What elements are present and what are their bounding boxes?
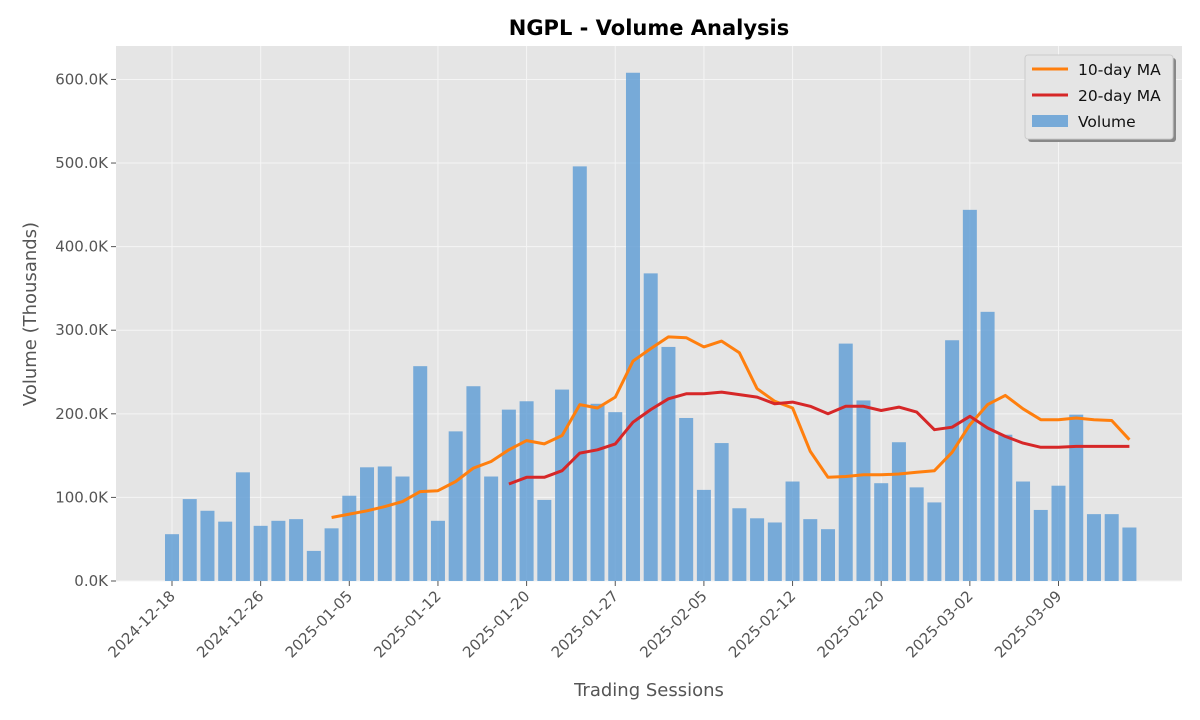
legend-ma20-label: 20-day MA	[1078, 87, 1161, 105]
volume-bar	[590, 403, 605, 581]
y-tick-label: 600.0K	[55, 70, 109, 88]
volume-bar	[803, 519, 818, 581]
y-tick-label: 400.0K	[55, 238, 109, 256]
volume-bar	[714, 443, 729, 581]
volume-bar	[785, 481, 800, 581]
volume-bar	[200, 510, 215, 581]
volume-bar	[998, 434, 1013, 581]
volume-bar	[360, 467, 375, 581]
x-tick-label: 2024-12-18	[104, 587, 178, 661]
volume-bar	[413, 366, 428, 581]
volume-bar	[1104, 514, 1119, 581]
volume-bar	[537, 499, 552, 581]
ma10-line	[331, 335, 1131, 519]
x-tick-label: 2025-01-20	[459, 587, 533, 661]
volume-bar	[1016, 481, 1031, 581]
volume-bar	[555, 389, 570, 581]
volume-bar	[962, 209, 977, 581]
y-axis-ticks: 0.0K 100.0K 200.0K 300.0K 400.0K 500.0K 600.0K	[55, 70, 116, 590]
x-tick-label: 2025-03-02	[902, 587, 976, 661]
legend-volume-swatch	[1032, 115, 1068, 127]
y-tick-label: 200.0K	[55, 405, 109, 423]
volume-bars	[165, 72, 1137, 581]
volume-bar	[909, 487, 924, 581]
volume-bar	[501, 409, 516, 581]
x-axis-ticks: 2024-12-18 2024-12-26 2025-01-05 2025-01-12…	[104, 581, 1065, 661]
volume-bar	[484, 476, 499, 581]
y-tick-label: 100.0K	[55, 488, 109, 506]
volume-bar	[891, 442, 906, 581]
volume-bar	[342, 495, 357, 581]
volume-bar	[271, 520, 286, 581]
volume-bar	[821, 529, 836, 581]
volume-bar	[430, 520, 445, 581]
volume-bar	[643, 273, 658, 581]
ma20-line	[508, 390, 1130, 486]
y-axis-label: Volume (Thousands)	[20, 222, 41, 406]
volume-bar	[572, 166, 587, 581]
volume-bar	[732, 508, 747, 581]
volume-bar	[519, 401, 534, 581]
volume-bar	[608, 412, 623, 581]
legend: 10-day MA 20-day MA Volume	[1024, 54, 1176, 142]
volume-bar	[1069, 414, 1084, 581]
volume-bar	[165, 534, 179, 581]
volume-bar	[377, 466, 392, 581]
y-tick-label: 0.0K	[74, 572, 109, 590]
moving-average-lines	[331, 335, 1131, 519]
volume-bar	[235, 472, 250, 581]
volume-bar	[466, 386, 481, 581]
volume-bar	[324, 528, 339, 581]
y-tick-label: 500.0K	[55, 154, 109, 172]
volume-bar	[838, 343, 853, 581]
volume-bar	[1033, 509, 1048, 581]
x-tick-label: 2025-02-20	[814, 587, 888, 661]
volume-bar	[306, 550, 321, 581]
volume-bar	[289, 519, 304, 581]
x-tick-label: 2025-01-05	[282, 587, 356, 661]
x-tick-label: 2025-02-12	[725, 587, 799, 661]
volume-bar	[182, 499, 197, 581]
y-tick-label: 300.0K	[55, 321, 109, 339]
volume-bar	[218, 521, 233, 581]
legend-volume-label: Volume	[1078, 113, 1136, 131]
volume-bar	[767, 522, 782, 581]
volume-bar	[253, 525, 268, 581]
volume-bar	[1086, 514, 1101, 581]
volume-bar	[874, 483, 889, 581]
legend-ma10-label: 10-day MA	[1078, 61, 1161, 79]
volume-bar	[448, 431, 463, 581]
volume-bar	[395, 476, 410, 581]
x-tick-label: 2024-12-26	[193, 587, 267, 661]
volume-bar	[980, 311, 995, 581]
volume-bar	[661, 346, 676, 581]
volume-bar	[679, 417, 694, 581]
volume-bar	[696, 489, 711, 581]
volume-bar	[1122, 527, 1137, 581]
volume-bar	[625, 72, 640, 581]
x-tick-label: 2025-03-09	[991, 587, 1065, 661]
x-axis-label: Trading Sessions	[573, 680, 724, 701]
volume-bar	[750, 518, 765, 581]
chart-title: NGPL - Volume Analysis	[509, 16, 790, 40]
x-tick-label: 2025-01-12	[370, 587, 444, 661]
volume-bar	[1051, 485, 1066, 581]
x-tick-label: 2025-02-05	[636, 587, 710, 661]
x-tick-label: 2025-01-27	[548, 587, 622, 661]
volume-bar	[856, 400, 871, 581]
volume-bar	[927, 502, 942, 581]
volume-bar	[945, 340, 960, 581]
